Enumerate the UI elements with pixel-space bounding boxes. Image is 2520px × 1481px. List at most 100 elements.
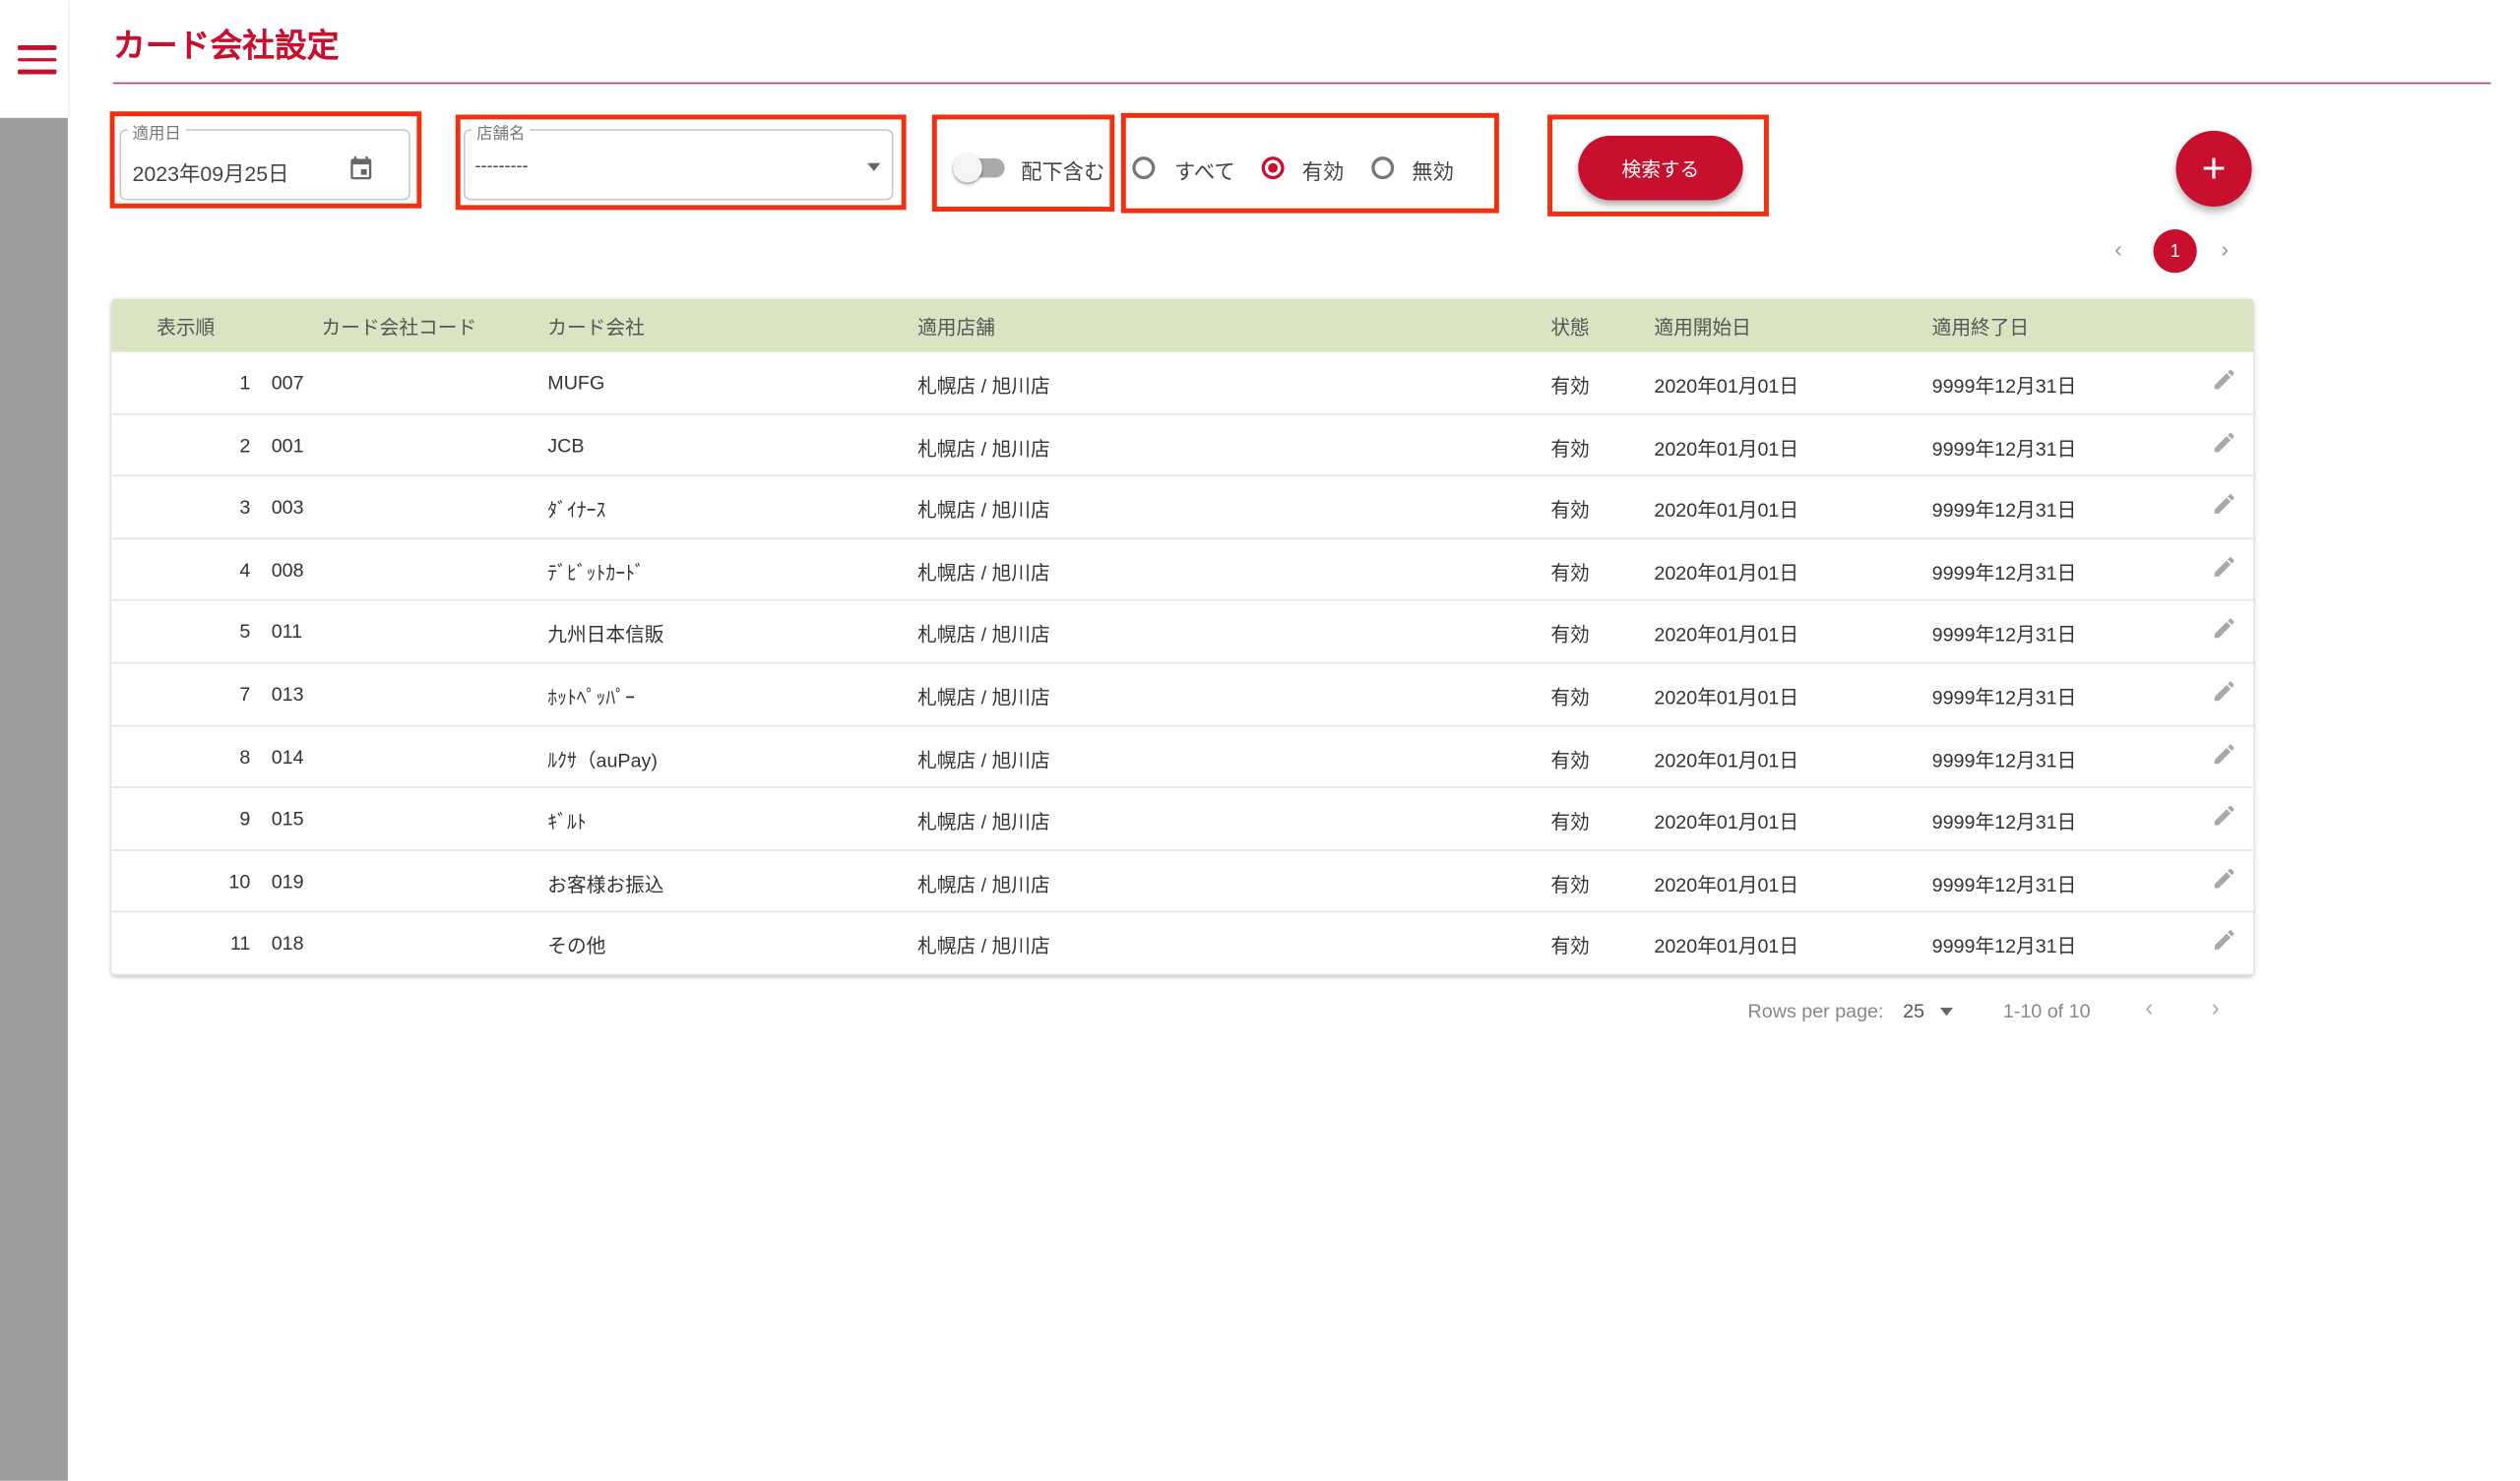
cell-code: 018 <box>271 932 304 956</box>
search-button[interactable]: 検索する <box>1578 135 1743 201</box>
store-select[interactable]: 店舗名 --------- <box>463 119 894 201</box>
column-header[interactable]: 適用開始日 <box>1654 316 1751 339</box>
pencil-icon[interactable] <box>2212 491 2237 517</box>
cell-order: 5 <box>239 620 251 644</box>
highlight-box-status <box>1120 112 1499 214</box>
cell-stores: 札幌店 / 旭川店 <box>917 624 1050 648</box>
cell-order: 2 <box>239 433 251 457</box>
cell-start-date: 2020年01月01日 <box>1654 561 1799 585</box>
date-field[interactable]: 適用日 2023年09月25日 <box>119 119 410 201</box>
pagination-page-1[interactable]: 1 <box>2153 229 2197 274</box>
column-header[interactable]: 状態 <box>1550 316 1590 339</box>
toggle-thumb <box>953 153 982 183</box>
cell-start-date: 2020年01月01日 <box>1654 374 1799 398</box>
pencil-icon[interactable] <box>2212 803 2237 829</box>
sidebar-header <box>0 0 68 118</box>
cell-code: 007 <box>271 371 304 395</box>
pencil-icon[interactable] <box>2212 928 2237 954</box>
radio-valid[interactable] <box>1261 156 1285 180</box>
footer-next-button[interactable]: › <box>2211 994 2220 1022</box>
cell-start-date: 2020年01月01日 <box>1654 624 1799 648</box>
cell-stores: 札幌店 / 旭川店 <box>917 811 1050 834</box>
cell-status: 有効 <box>1550 873 1590 896</box>
pagination-next[interactable]: › <box>2221 235 2230 262</box>
cell-stores: 札幌店 / 旭川店 <box>917 748 1050 771</box>
cell-stores: 札幌店 / 旭川店 <box>917 437 1050 461</box>
pencil-icon[interactable] <box>2212 865 2237 891</box>
cell-order: 11 <box>229 932 251 956</box>
highlight-box-toggle <box>931 114 1115 212</box>
cell-company: ﾙｸｻ（auPay) <box>547 748 658 771</box>
cell-company: 九州日本信販 <box>547 624 664 648</box>
table-row: 9 015 ｷﾞﾙﾄ 札幌店 / 旭川店 有効 2020年01月01日 9999年12月31… <box>111 788 2254 851</box>
cell-company: ﾀﾞｲﾅｰｽ <box>547 499 606 523</box>
cell-status: 有効 <box>1550 624 1590 648</box>
cell-order: 8 <box>239 745 251 769</box>
radio-all[interactable] <box>1132 156 1156 180</box>
table-row: 3 003 ﾀﾞｲﾅｰｽ 札幌店 / 旭川店 有効 2020年01月01日 9999年12月… <box>111 476 2254 539</box>
chevron-down-icon <box>867 162 881 171</box>
table-row: 10 019 お客様お振込 札幌店 / 旭川店 有効 2020年01月01日 9999年12… <box>111 850 2254 913</box>
include-sub-toggle[interactable] <box>953 153 1005 183</box>
cell-company: ﾎｯﾄﾍﾟｯﾊﾟｰ <box>547 686 635 710</box>
cell-company: ﾃﾞﾋﾞｯﾄｶｰﾄﾞ <box>547 561 645 585</box>
pencil-icon[interactable] <box>2212 429 2237 455</box>
cell-stores: 札幌店 / 旭川店 <box>917 499 1050 523</box>
add-button[interactable]: + <box>2175 130 2252 208</box>
cell-end-date: 9999年12月31日 <box>1931 561 2077 585</box>
footer-prev-button[interactable]: ‹ <box>2145 994 2154 1022</box>
column-header[interactable]: 適用終了日 <box>1931 316 2030 339</box>
cell-stores: 札幌店 / 旭川店 <box>917 561 1050 585</box>
cell-company: その他 <box>547 935 606 958</box>
pagination-prev[interactable]: ‹ <box>2114 235 2122 262</box>
chevron-down-icon <box>1939 1008 1953 1017</box>
column-header[interactable]: カード会社コード <box>321 316 477 339</box>
column-header[interactable]: 適用店舗 <box>917 316 995 339</box>
pencil-icon[interactable] <box>2212 678 2237 704</box>
cell-end-date: 9999年12月31日 <box>1931 873 2077 896</box>
cell-order: 4 <box>239 558 251 582</box>
page-range: 1-10 of 10 <box>2002 999 2091 1022</box>
cell-end-date: 9999年12月31日 <box>1931 935 2077 958</box>
cell-end-date: 9999年12月31日 <box>1931 374 2077 398</box>
rows-per-page-select[interactable]: 25 <box>1903 999 1953 1022</box>
pencil-icon[interactable] <box>2212 554 2237 580</box>
radio-all-label: すべて <box>1174 159 1235 185</box>
cell-stores: 札幌店 / 旭川店 <box>917 935 1050 958</box>
calendar-icon[interactable] <box>347 154 375 183</box>
hamburger-icon[interactable] <box>18 44 57 75</box>
cell-code: 011 <box>271 620 303 644</box>
cell-order: 1 <box>239 371 251 395</box>
cell-code: 014 <box>271 745 304 769</box>
cell-code: 019 <box>271 870 304 894</box>
cell-status: 有効 <box>1550 374 1590 398</box>
sidebar <box>0 117 68 1481</box>
store-select-value: --------- <box>474 156 529 176</box>
cell-code: 003 <box>271 496 304 520</box>
column-header[interactable]: 表示順 <box>157 316 216 339</box>
pencil-icon[interactable] <box>2212 367 2237 393</box>
cell-code: 001 <box>271 433 304 457</box>
radio-invalid[interactable] <box>1371 156 1395 180</box>
cell-start-date: 2020年01月01日 <box>1654 811 1799 834</box>
highlight-box-store <box>455 114 907 211</box>
column-header[interactable]: カード会社 <box>547 316 645 339</box>
card-company-table: 表示順 カード会社コード カード会社 適用店舗 状態 適用開始日 適用終了日 1 007 MUF… <box>111 298 2254 976</box>
cell-order: 9 <box>239 807 251 831</box>
highlight-box-search <box>1547 114 1769 216</box>
cell-status: 有効 <box>1550 437 1590 461</box>
cell-company: お客様お振込 <box>547 873 664 896</box>
date-field-value: 2023年09月25日 <box>132 161 289 186</box>
cell-end-date: 9999年12月31日 <box>1931 748 2077 771</box>
cell-start-date: 2020年01月01日 <box>1654 873 1799 896</box>
rows-per-page-value: 25 <box>1903 999 1925 1022</box>
pencil-icon[interactable] <box>2212 616 2237 642</box>
store-select-label: 店舗名 <box>472 119 531 145</box>
table-row: 4 008 ﾃﾞﾋﾞｯﾄｶｰﾄﾞ 札幌店 / 旭川店 有効 2020年01月01日 9999… <box>111 539 2254 602</box>
pencil-icon[interactable] <box>2212 741 2237 767</box>
cell-order: 7 <box>239 683 251 707</box>
cell-start-date: 2020年01月01日 <box>1654 686 1799 710</box>
cell-code: 013 <box>271 683 304 707</box>
cell-company: ｷﾞﾙﾄ <box>547 811 587 834</box>
cell-status: 有効 <box>1550 748 1590 771</box>
